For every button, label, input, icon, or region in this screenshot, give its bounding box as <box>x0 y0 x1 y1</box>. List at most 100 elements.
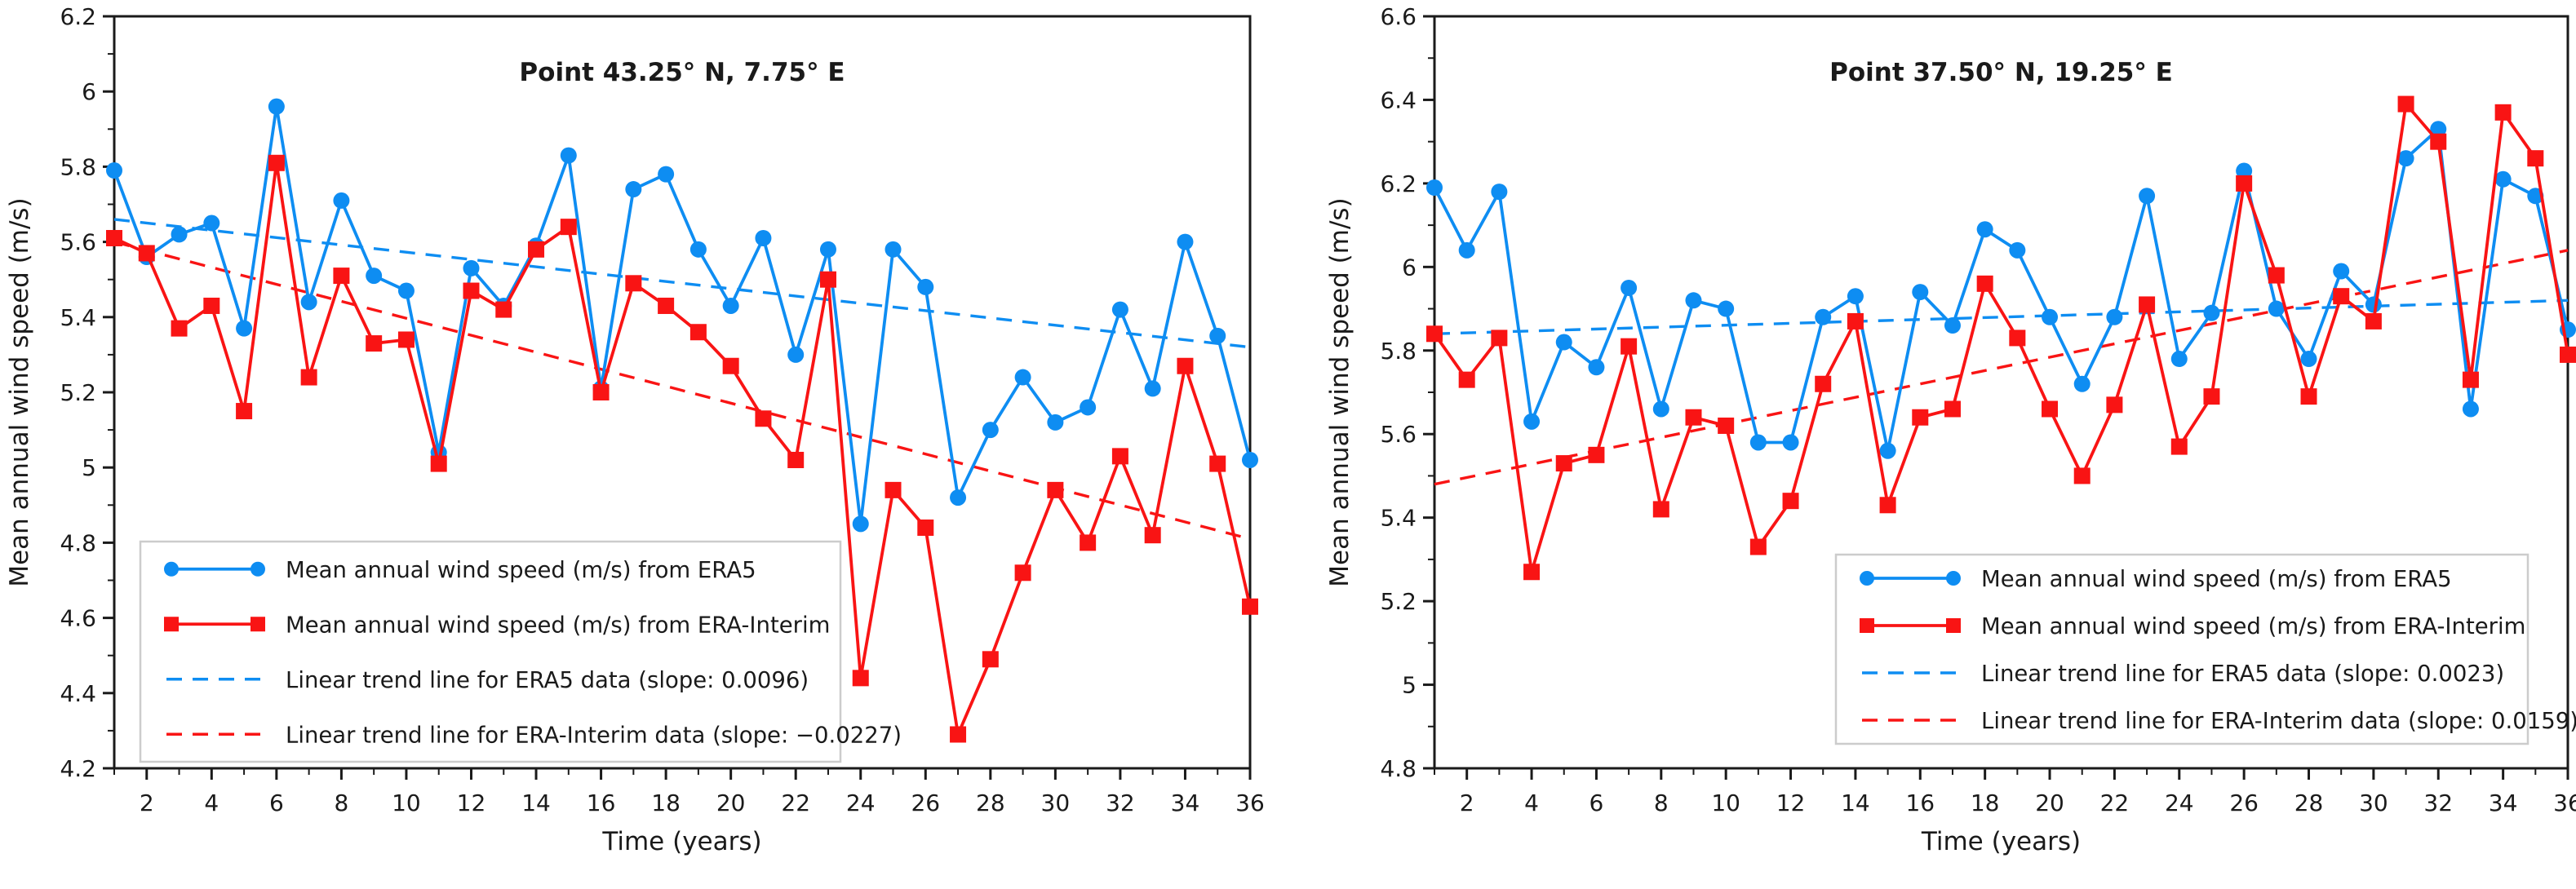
era-interim-data-marker <box>2268 267 2285 284</box>
x-tick-label: 32 <box>2423 789 2453 816</box>
era-interim-data-marker <box>528 241 545 258</box>
era5-data-marker <box>1209 327 1226 344</box>
y-tick-label: 5.6 <box>60 229 96 256</box>
era-interim-data-marker <box>1242 598 1258 615</box>
chart-panel-right: 4.855.25.45.65.866.26.46.62 4 6 8 10 12 14 16 18… <box>1325 3 2576 856</box>
era-interim-series-line <box>1433 102 2569 574</box>
era-interim-data-marker <box>1621 338 1638 355</box>
era5-data-marker <box>2333 263 2350 280</box>
era5-data-marker <box>1426 179 1443 197</box>
era-interim-data-marker <box>1685 409 1702 426</box>
era-interim-data-marker <box>658 297 675 314</box>
x-tick-label: 2 <box>140 789 154 816</box>
era5-data-marker <box>787 346 805 363</box>
legend-marker <box>1946 618 1961 633</box>
x-tick-label: 34 <box>1171 789 1200 816</box>
y-tick-label: 4.8 <box>1380 755 1417 782</box>
era-interim-data-marker <box>592 384 610 400</box>
legend-marker <box>1860 618 1874 633</box>
era5-series-line <box>1433 127 2569 453</box>
era5-data-marker <box>300 294 317 311</box>
x-tick-label: 26 <box>911 789 940 816</box>
x-tick-label: 20 <box>716 789 746 816</box>
legend-entry: Mean annual wind speed (m/s) from ERA5 <box>164 557 756 583</box>
era-interim-data-marker <box>625 275 642 292</box>
era-interim-data-marker <box>2494 104 2512 121</box>
era-interim-data-marker <box>1749 538 1767 555</box>
era5-data-marker <box>397 282 415 299</box>
era5-data-marker <box>1242 451 1258 468</box>
era5-data-marker <box>1080 399 1097 416</box>
era5-trend-line <box>113 218 1251 349</box>
era-interim-data-marker <box>917 519 934 536</box>
era5-data-marker <box>1111 301 1128 318</box>
era5-data-marker <box>171 226 188 243</box>
legend-entry: Mean annual wind speed (m/s) from ERA-In… <box>164 612 830 638</box>
era-interim-data-marker <box>722 357 739 374</box>
era-interim-data-marker <box>1491 330 1508 347</box>
y-axis-label: Mean annual wind speed (m/s) <box>1325 197 1355 586</box>
x-tick-label: 6 <box>1589 789 1604 816</box>
era5-data-marker <box>2397 150 2414 167</box>
era-interim-data-marker <box>2170 438 2188 455</box>
y-tick-label: 5.6 <box>1380 421 1417 448</box>
era5-data-marker <box>1588 359 1605 376</box>
legend-marker <box>164 561 179 577</box>
era5-data-marker <box>1555 334 1572 351</box>
legend-entry: Linear trend line for ERA-Interim data (… <box>166 722 902 748</box>
legend-box <box>139 540 842 763</box>
era5-data-marker <box>2365 296 2382 313</box>
x-tick-label: 8 <box>334 789 348 816</box>
y-tick-label: 5.4 <box>1380 505 1417 532</box>
legend-label: Linear trend line for ERA-Interim data (… <box>286 722 902 748</box>
legend-label: Linear trend line for ERA-Interim data (… <box>1981 708 2576 734</box>
x-tick-label: 22 <box>781 789 810 816</box>
era5-data-marker <box>1815 308 1832 325</box>
era-interim-data-marker <box>366 335 383 352</box>
legend-entry: Linear trend line for ERA-Interim data (… <box>1862 708 2576 734</box>
era5-data-marker <box>463 259 480 276</box>
era-interim-data-marker <box>2073 467 2091 484</box>
era5-data-marker <box>658 166 675 183</box>
x-tick-label: 30 <box>1041 789 1071 816</box>
era5-data-marker <box>1491 184 1508 201</box>
era-interim-data-marker <box>2203 388 2220 405</box>
x-tick-label: 2 <box>1460 789 1474 816</box>
x-tick-label: 36 <box>2553 789 2576 816</box>
era5-data-marker <box>1014 369 1031 386</box>
era-interim-data-marker <box>1458 371 1475 388</box>
era-interim-data-marker <box>1976 275 1993 292</box>
era5-data-marker <box>819 241 836 258</box>
era-interim-data-marker <box>1588 446 1605 463</box>
era5-data-marker <box>2236 162 2253 179</box>
era-interim-data-marker <box>1177 357 1194 374</box>
y-tick-label: 5 <box>1402 672 1417 699</box>
era5-data-marker <box>625 181 642 198</box>
era-interim-data-marker <box>268 154 285 171</box>
era-interim-data-marker <box>2560 346 2576 363</box>
era-interim-data-marker <box>1944 400 1961 418</box>
era5-data-marker <box>689 241 707 258</box>
era5-data-marker <box>2203 304 2220 321</box>
legend-marker <box>251 561 265 577</box>
era-interim-series-line <box>113 161 1252 736</box>
era-interim-data-marker <box>2527 150 2544 167</box>
legend-entry: Linear trend line for ERA5 data (slope: … <box>1862 661 2504 687</box>
era-interim-data-marker <box>495 301 512 318</box>
x-tick-label: 28 <box>976 789 1005 816</box>
era-interim-data-marker <box>2139 296 2156 313</box>
era-interim-data-marker <box>1523 564 1541 581</box>
era5-data-marker <box>1652 400 1669 418</box>
legend-label: Mean annual wind speed (m/s) from ERA-In… <box>286 612 830 638</box>
era5-data-marker <box>2430 121 2447 138</box>
x-tick-label: 28 <box>2294 789 2324 816</box>
legend: Mean annual wind speed (m/s) from ERA5 Me… <box>1834 553 2576 745</box>
chart-title: Point 37.50° N, 19.25° E <box>1829 58 2173 87</box>
era-interim-data-marker <box>2462 371 2479 388</box>
era-interim-data-marker <box>171 320 188 337</box>
era5-data-marker <box>1879 442 1896 459</box>
era-interim-data-marker <box>1718 417 1735 434</box>
x-tick-label: 22 <box>2100 789 2130 816</box>
era5-data-marker <box>885 241 902 258</box>
